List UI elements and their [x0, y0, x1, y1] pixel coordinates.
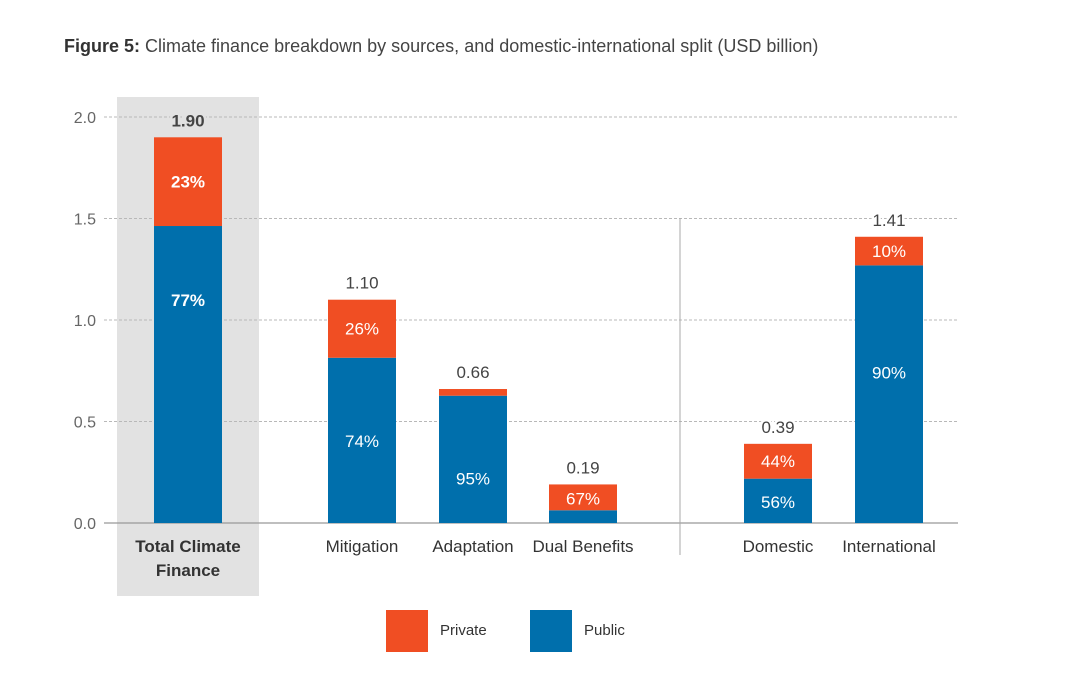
bar-public-dual-benefits — [549, 510, 617, 523]
category-label-mitigation-0: Mitigation — [326, 537, 399, 556]
bar-private-total-climate-finance — [154, 137, 222, 227]
legend-swatch-public — [530, 610, 572, 652]
bar-private-international — [855, 236, 923, 266]
category-label-dual-benefits-0: Dual Benefits — [532, 537, 633, 556]
bar-public-mitigation — [328, 357, 396, 523]
bar-private-mitigation — [328, 299, 396, 358]
bar-public-international — [855, 265, 923, 523]
bar-public-adaptation — [439, 395, 507, 523]
y-tick-label-4: 2.0 — [74, 110, 96, 127]
bar-public-domestic — [744, 478, 812, 523]
public-share-label-mitigation: 74% — [345, 432, 379, 451]
public-share-label-international: 90% — [872, 363, 906, 382]
bar-private-adaptation — [439, 389, 507, 396]
private-share-label-domestic: 44% — [761, 452, 795, 471]
total-label-international: 1.41 — [872, 211, 905, 230]
category-label-total-climate-finance-0: Total Climate — [135, 537, 240, 556]
public-share-label-total-climate-finance: 77% — [171, 291, 205, 310]
private-share-label-international: 10% — [872, 242, 906, 261]
legend-swatch-private — [386, 610, 428, 652]
total-label-domestic: 0.39 — [761, 418, 794, 437]
bar-public-total-climate-finance — [154, 226, 222, 524]
private-share-label-total-climate-finance: 23% — [171, 173, 205, 192]
y-tick-label-1: 0.5 — [74, 415, 96, 432]
total-label-dual-benefits: 0.19 — [566, 458, 599, 477]
private-share-label-dual-benefits: 67% — [566, 489, 600, 508]
figure-title: Figure 5: Climate finance breakdown by s… — [64, 36, 818, 57]
total-label-total-climate-finance: 1.90 — [171, 111, 204, 130]
figure-label: Figure 5: — [64, 36, 141, 56]
category-label-domestic-0: Domestic — [743, 537, 814, 556]
category-label-total-climate-finance-1: Finance — [156, 561, 220, 580]
public-share-label-domestic: 56% — [761, 493, 795, 512]
category-label-adaptation-0: Adaptation — [432, 537, 513, 556]
bar-private-domestic — [744, 443, 812, 479]
private-share-label-mitigation: 26% — [345, 320, 379, 339]
legend-label-private: Private — [440, 622, 487, 639]
bar-private-dual-benefits — [549, 484, 617, 511]
y-tick-label-0: 0.0 — [74, 516, 96, 533]
total-label-mitigation: 1.10 — [345, 274, 378, 293]
legend-label-public: Public — [584, 622, 625, 639]
y-tick-label-2: 1.0 — [74, 313, 96, 330]
figure-caption: Climate finance breakdown by sources, an… — [145, 36, 819, 56]
total-label-adaptation: 0.66 — [456, 363, 489, 382]
public-share-label-adaptation: 95% — [456, 470, 490, 489]
y-tick-label-3: 1.5 — [74, 212, 96, 229]
category-label-international-0: International — [842, 537, 936, 556]
